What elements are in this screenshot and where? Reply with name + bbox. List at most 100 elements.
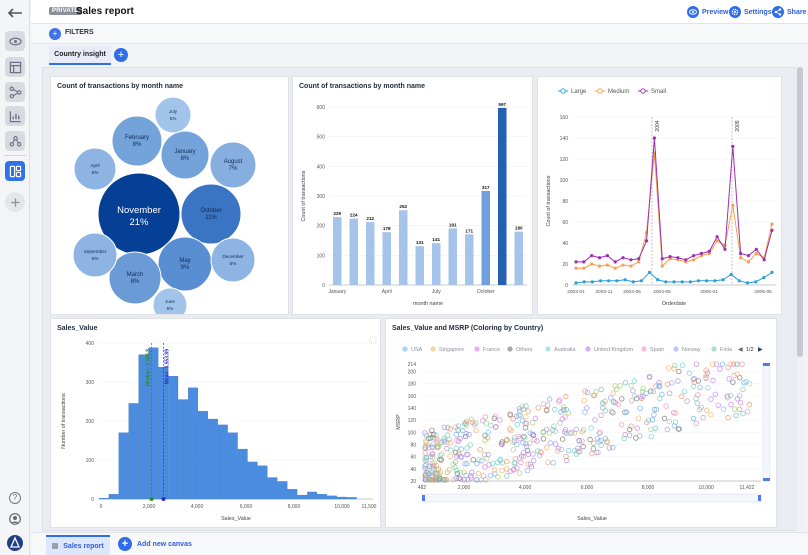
canvas-tab-sales-report[interactable]: Sales report xyxy=(46,535,110,555)
scatter-point xyxy=(447,426,454,432)
scatter-point xyxy=(551,423,557,429)
bubble-label: December xyxy=(222,254,244,259)
scatter-point xyxy=(513,413,520,419)
scatter-point xyxy=(452,449,459,456)
scatter-point xyxy=(724,393,730,399)
scatter-point xyxy=(598,386,604,393)
scatter-point xyxy=(486,461,492,468)
scatter-point xyxy=(565,410,572,416)
bubble-pct: 8% xyxy=(133,142,142,148)
scatter-point xyxy=(429,463,435,470)
y-tick-label: 0 xyxy=(91,497,94,503)
scatter-point xyxy=(444,439,450,445)
add-canvas-button[interactable]: + Add new canvas xyxy=(118,537,192,551)
scatter-point xyxy=(499,439,505,445)
network-icon[interactable] xyxy=(5,131,25,151)
histogram-bar xyxy=(337,496,347,500)
scatter-point xyxy=(437,452,443,459)
settings-label: Settings xyxy=(744,8,772,16)
scatter-point xyxy=(580,427,587,433)
scatter-point xyxy=(463,472,469,479)
scatter-point xyxy=(672,419,679,425)
legend-marker xyxy=(560,88,566,94)
layout-icon[interactable] xyxy=(5,57,25,77)
add-icon[interactable] xyxy=(5,192,25,212)
scatter-point xyxy=(712,391,718,397)
filters-label[interactable]: FILTERS xyxy=(65,29,94,36)
scatter-point xyxy=(665,365,672,371)
scatter-point xyxy=(656,383,663,390)
y-tick-label: 80 xyxy=(562,199,568,205)
user-icon[interactable] xyxy=(9,513,21,525)
bubble-chart-card[interactable]: Count of transactions by month name Nove… xyxy=(50,76,289,315)
app-logo-icon[interactable] xyxy=(7,535,23,551)
scatter-point xyxy=(556,397,563,403)
data-point xyxy=(731,144,735,148)
scatter-point xyxy=(525,408,531,414)
filters-bar: + FILTERS xyxy=(31,24,808,44)
preview-button[interactable]: Preview xyxy=(687,5,728,19)
scatter-point xyxy=(485,429,492,435)
histogram-bar xyxy=(267,477,278,500)
dashboard-canvas: Count of transactions by month name Nove… xyxy=(42,67,798,531)
scatter-point xyxy=(429,454,436,460)
histogram-bar xyxy=(287,489,298,500)
scatter-point xyxy=(666,390,673,396)
scatter-point xyxy=(540,436,547,442)
x-tick-label: January xyxy=(328,289,346,295)
y-tick-label: 100 xyxy=(408,430,417,436)
scatter-point xyxy=(717,366,723,372)
data-point xyxy=(629,264,633,268)
data-point xyxy=(574,281,578,285)
data-point xyxy=(590,280,594,284)
x-tick-label: 8,000 xyxy=(288,504,301,510)
scatter-point xyxy=(628,423,634,429)
bottom-bar: Sales report + Add new canvas xyxy=(31,532,808,555)
scatter-card[interactable]: Sales_Value and MSRP (Coloring by Countr… xyxy=(385,318,777,528)
data-point xyxy=(582,280,586,284)
scatter-point xyxy=(671,410,677,416)
scatter-point xyxy=(686,370,693,376)
x-tick-label: 2005-01 xyxy=(700,289,718,295)
bubble xyxy=(160,130,210,180)
line-chart-card[interactable]: Large Medium Small 0 20 40 60 80 100 120 140 160 200… xyxy=(537,76,782,315)
scatter-point xyxy=(596,430,602,437)
data-point xyxy=(680,280,684,284)
scatter-point xyxy=(705,385,711,391)
eye-icon[interactable] xyxy=(5,31,25,51)
scatter-point xyxy=(463,430,469,437)
add-tab-button[interactable]: + xyxy=(114,48,128,62)
y-range-handle-bottom xyxy=(763,478,770,481)
data-point xyxy=(598,279,603,283)
y-tick-label: 80 xyxy=(410,443,416,449)
scatter-point xyxy=(517,408,523,414)
scatter-point xyxy=(446,467,452,473)
plus-icon: + xyxy=(118,537,132,551)
scatter-point xyxy=(652,425,658,431)
legend-label: Large xyxy=(571,89,587,95)
scatter-point xyxy=(666,418,672,425)
back-arrow-icon[interactable] xyxy=(7,7,23,19)
data-point xyxy=(574,260,578,264)
share-button[interactable]: Share xyxy=(772,5,806,19)
settings-button[interactable]: Settings xyxy=(729,5,772,19)
bar xyxy=(349,218,358,285)
y-axis-title: Count of transactions xyxy=(301,170,307,221)
tab-country-insight[interactable]: Country insight xyxy=(49,46,111,65)
scatter-point xyxy=(540,401,547,407)
scrollbar-thumb[interactable] xyxy=(797,67,803,357)
scatter-point xyxy=(507,468,513,474)
dashboard-icon[interactable] xyxy=(5,161,25,181)
histogram-card[interactable]: Sales_Value 0 100 200 300 400 Median: 3,184.8… xyxy=(50,318,381,528)
bubble-pct: 8% xyxy=(131,279,140,285)
chart-icon[interactable] xyxy=(5,106,25,126)
scatter-point xyxy=(663,403,669,409)
canvas-scrollbar[interactable] xyxy=(797,67,803,531)
filter-toggle-button[interactable]: + xyxy=(49,28,61,40)
bubble-pct: 5% xyxy=(167,306,174,311)
scatter-point xyxy=(483,477,489,483)
scatter-point xyxy=(673,410,679,416)
bar-chart-card[interactable]: Count of transactions by month name 0 100… xyxy=(292,76,533,315)
help-icon[interactable]: ? xyxy=(9,492,21,504)
flow-icon[interactable] xyxy=(5,82,25,102)
